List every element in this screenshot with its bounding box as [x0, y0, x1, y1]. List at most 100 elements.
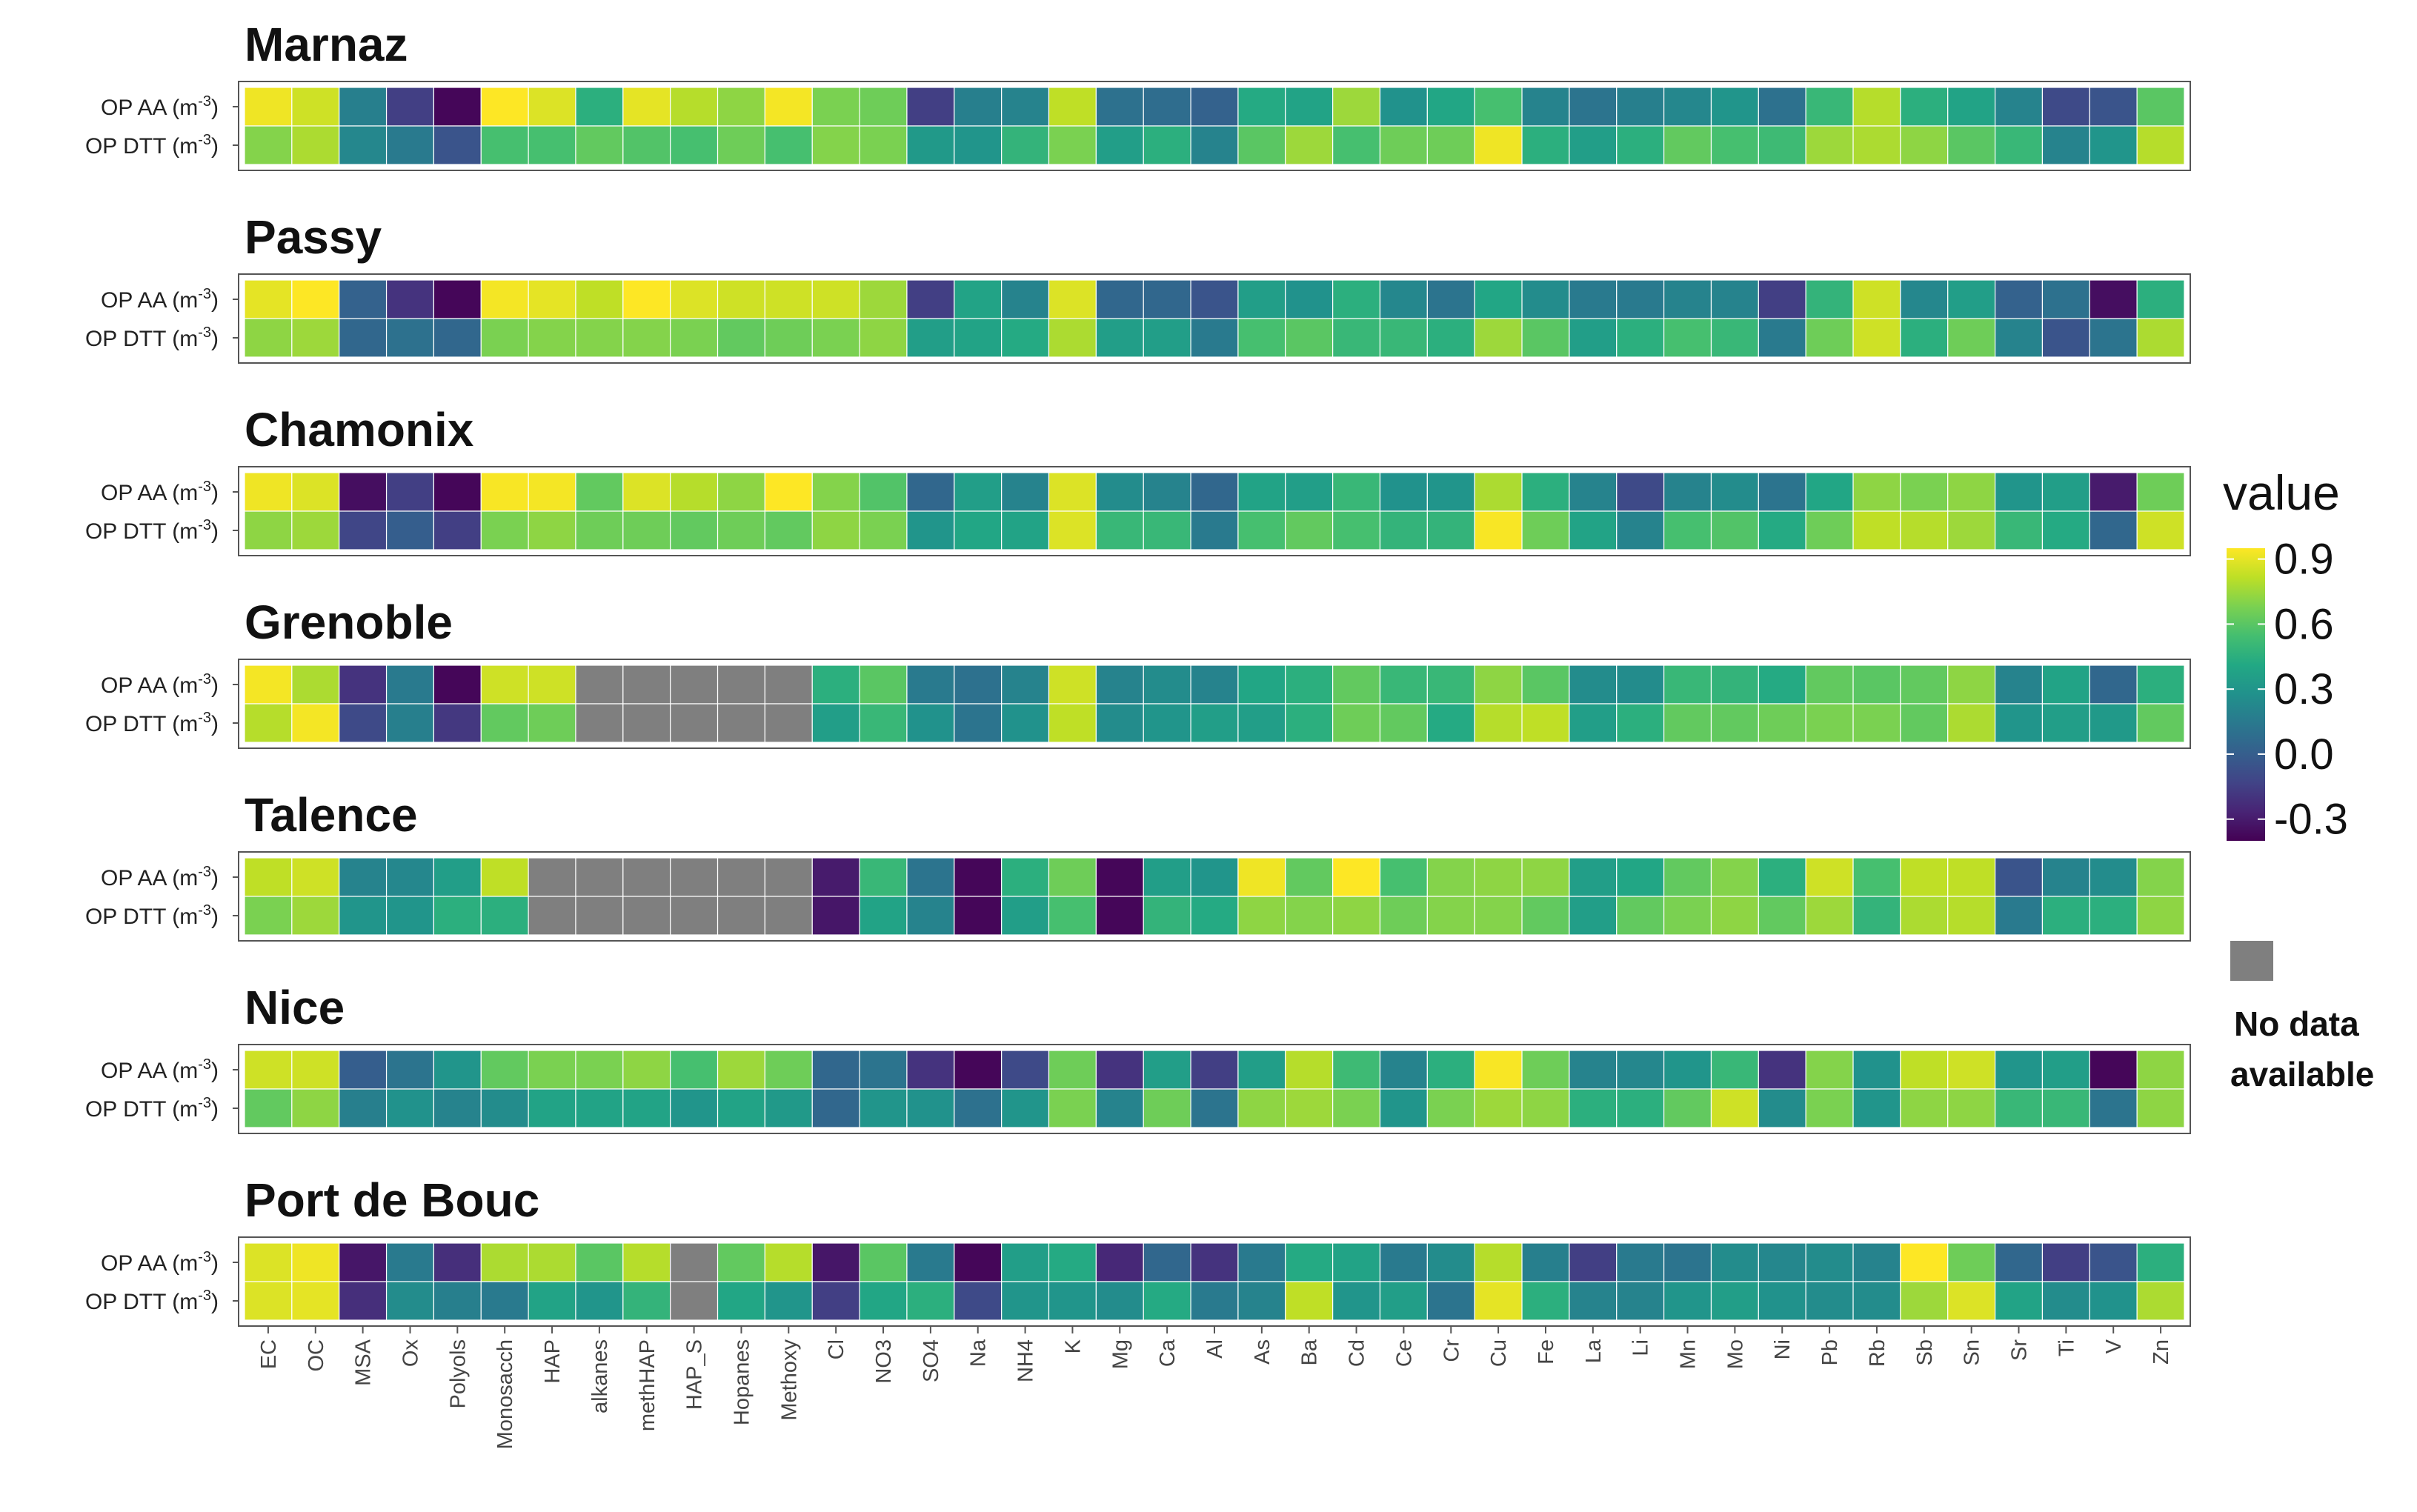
heatmap-cell	[1947, 318, 1996, 358]
heatmap-cell	[1852, 472, 1901, 512]
x-tick-label: Ox	[399, 1339, 422, 1368]
heatmap-cell	[1758, 472, 1806, 512]
x-tick-label: alkanes	[588, 1339, 612, 1413]
heatmap-cell	[1758, 125, 1806, 165]
heatmap-cell	[480, 472, 529, 512]
heatmap-cell	[1190, 1281, 1239, 1321]
heatmap-cell	[433, 1088, 482, 1128]
heatmap-cell	[1994, 665, 2044, 705]
heatmap-cell	[1332, 857, 1381, 897]
heatmap-cell	[1474, 1088, 1523, 1128]
heatmap-cell	[385, 318, 435, 358]
heatmap-cell	[1332, 318, 1381, 358]
heatmap-cell	[575, 703, 624, 743]
heatmap-cell	[1190, 857, 1239, 897]
heatmap-cell	[1143, 1242, 1191, 1282]
heatmap-cell	[1947, 87, 1996, 127]
heatmap-cell	[1001, 665, 1050, 705]
heatmap-cell	[528, 1242, 576, 1282]
heatmap-cell	[2041, 896, 2090, 936]
heatmap-cell	[1048, 703, 1097, 743]
heatmap-cell	[385, 279, 435, 319]
heatmap-cell	[1001, 472, 1050, 512]
heatmap-cell	[622, 703, 671, 743]
heatmap-cell	[954, 1088, 1003, 1128]
heatmap-cell	[575, 87, 624, 127]
no-data-swatch	[2230, 941, 2273, 981]
heatmap-cell	[2136, 896, 2185, 936]
x-tick-label: As	[1251, 1339, 1274, 1365]
heatmap-cell	[1521, 896, 1570, 936]
heatmap-cell	[291, 896, 340, 936]
heatmap-cell	[1095, 510, 1144, 550]
heatmap-cell	[1710, 857, 1759, 897]
heatmap-cell	[1143, 1050, 1191, 1090]
x-tick-label: Cd	[1346, 1339, 1369, 1367]
heatmap-cell	[764, 87, 813, 127]
heatmap-cell	[385, 472, 435, 512]
heatmap-cell	[1710, 1050, 1759, 1090]
heatmap-cell	[244, 472, 293, 512]
heatmap-cell	[1285, 279, 1334, 319]
heatmap-cell	[906, 510, 955, 550]
heatmap-cell	[859, 125, 908, 165]
heatmap-cell	[528, 1281, 576, 1321]
heatmap-cell	[1001, 1088, 1050, 1128]
heatmap-cell	[1190, 1050, 1239, 1090]
heatmap-cell	[906, 896, 955, 936]
heatmap-cell	[1947, 1088, 1996, 1128]
heatmap-cell	[1900, 1088, 1949, 1128]
heatmap-cell	[717, 665, 765, 705]
heatmap-cell	[906, 125, 955, 165]
heatmap-cell	[1521, 472, 1570, 512]
heatmap-cell	[339, 1050, 388, 1090]
heatmap-cell	[1095, 1088, 1144, 1128]
heatmap-cell	[622, 857, 671, 897]
heatmap-cell	[1048, 125, 1097, 165]
x-tick-label: SO4	[920, 1339, 943, 1382]
heatmap-cell	[385, 1281, 435, 1321]
heatmap-cell	[859, 1050, 908, 1090]
heatmap-cell	[1710, 703, 1759, 743]
heatmap-cell	[1994, 1088, 2044, 1128]
heatmap-cell	[291, 1242, 340, 1282]
heatmap-cell	[1852, 318, 1901, 358]
heatmap-cell	[1805, 665, 1854, 705]
heatmap-cell	[764, 318, 813, 358]
heatmap-cell	[1048, 318, 1097, 358]
heatmap-cell	[1379, 857, 1428, 897]
heatmap-cell	[811, 896, 860, 936]
heatmap-cell	[528, 510, 576, 550]
heatmap-cell	[2136, 1281, 2185, 1321]
heatmap-cell	[1710, 896, 1759, 936]
heatmap-cell	[480, 1242, 529, 1282]
heatmap-cell	[1143, 472, 1191, 512]
heatmap-cell	[954, 279, 1003, 319]
heatmap-cell	[2136, 318, 2185, 358]
heatmap-cell	[1616, 1088, 1665, 1128]
heatmap-cell	[2136, 857, 2185, 897]
heatmap-cell	[1521, 125, 1570, 165]
heatmap-cell	[1805, 1242, 1854, 1282]
heatmap-cell	[2136, 510, 2185, 550]
panel-port-de-bouc: Port de Bouc OP AA (m-3) OP DTT (m-3)	[85, 1173, 2191, 1327]
heatmap-cell	[1521, 857, 1570, 897]
heatmap-cell	[1994, 1242, 2044, 1282]
heatmap-cell	[1285, 472, 1334, 512]
heatmap-cell	[1994, 318, 2044, 358]
panel-title: Passy	[245, 210, 382, 264]
heatmap-cell	[1379, 665, 1428, 705]
heatmap-cell	[1758, 87, 1806, 127]
heatmap-cell	[1426, 318, 1475, 358]
x-tick-label: Fe	[1535, 1339, 1558, 1365]
heatmap-cell	[1474, 279, 1523, 319]
heatmap-cell	[1190, 318, 1239, 358]
heatmap-cell	[670, 87, 719, 127]
heatmap-cell	[1474, 896, 1523, 936]
heatmap-cell	[291, 87, 340, 127]
x-tick-label: OC	[305, 1339, 328, 1372]
heatmap-cell	[1852, 1242, 1901, 1282]
heatmap-cell	[1616, 665, 1665, 705]
heatmap-cell	[1237, 318, 1286, 358]
heatmap-cell	[339, 472, 388, 512]
